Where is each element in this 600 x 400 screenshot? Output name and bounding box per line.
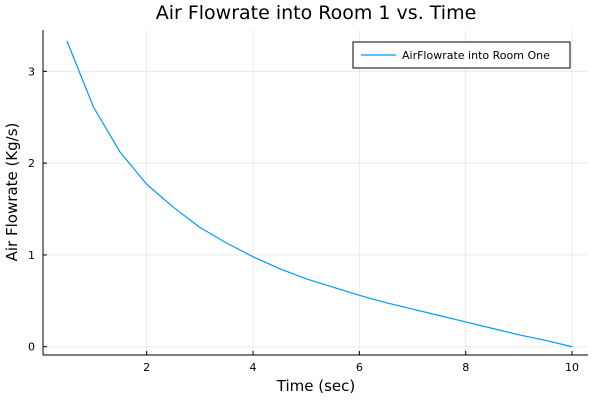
y-axis-title: Air Flowrate (Kg/s) — [3, 123, 21, 262]
ticks: 2 4 6 8 10 0 1 2 3 — [28, 65, 579, 374]
chart-title: Air Flowrate into Room 1 vs. Time — [156, 2, 477, 24]
legend: AirFlowrate into Room One — [352, 41, 571, 69]
grid — [43, 30, 588, 355]
series-layer — [66, 40, 573, 348]
x-tick-label: 6 — [356, 361, 363, 374]
x-axis-title: Time (sec) — [276, 377, 355, 395]
y-tick-label: 3 — [28, 65, 35, 78]
legend-label: AirFlowrate into Room One — [402, 49, 550, 62]
axes — [42, 30, 588, 356]
x-tick-label: 2 — [143, 361, 150, 374]
series-line — [66, 40, 573, 348]
y-tick-label: 0 — [28, 341, 35, 354]
x-tick-label: 10 — [565, 361, 579, 374]
y-tick-label: 1 — [28, 249, 35, 262]
x-tick-label: 4 — [250, 361, 257, 374]
x-tick-label: 8 — [462, 361, 469, 374]
y-tick-label: 2 — [28, 157, 35, 170]
